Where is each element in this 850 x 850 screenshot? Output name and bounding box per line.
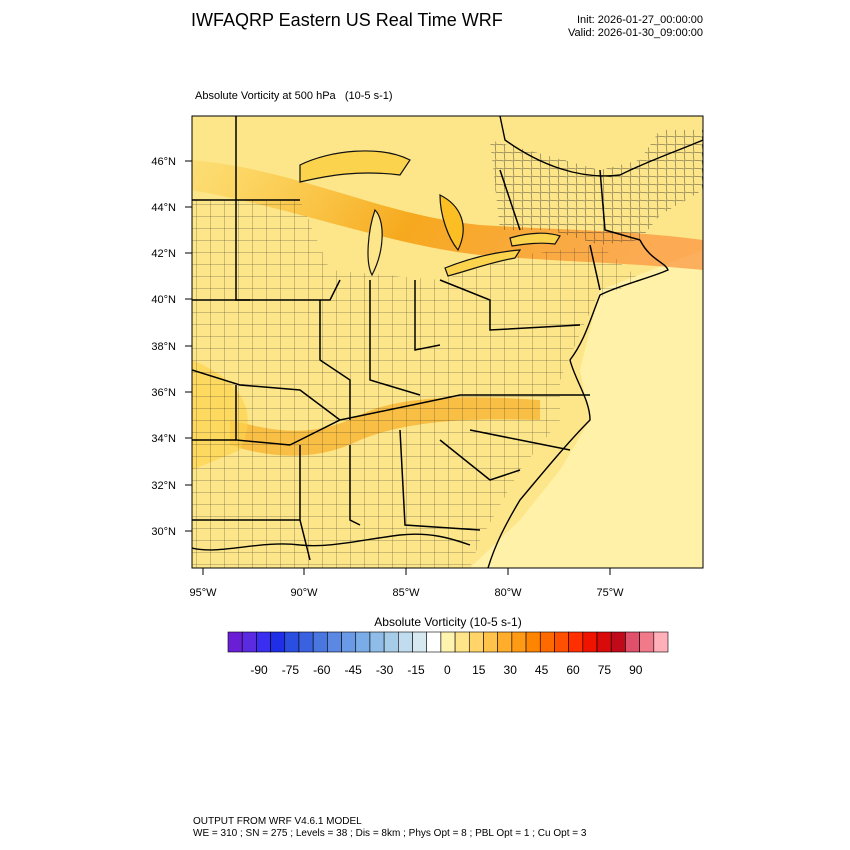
field-title: Absolute Vorticity at 500 hPa (10-5 s-1) (195, 90, 393, 102)
colorbar-swatch (539, 631, 555, 653)
lat-tick-label: 32°N (151, 480, 176, 492)
model-config: WE = 310 ; SN = 275 ; Levels = 38 ; Dis … (193, 828, 587, 839)
colorbar-tick-label: -75 (282, 663, 300, 677)
colorbar-swatch (383, 631, 399, 653)
county-mesh (192, 200, 640, 568)
colorbar-swatch (398, 631, 413, 653)
colorbar-title: Absolute Vorticity (10-5 s-1) (374, 615, 521, 629)
colorbar-tick-label: 15 (472, 663, 486, 677)
colorbar-swatch (298, 631, 314, 653)
colorbar-tick-label: 75 (598, 663, 612, 677)
colorbar-tick-label: -30 (376, 663, 394, 677)
colorbar-swatch (568, 631, 584, 653)
latitude-axis: 46°N 44°N 42°N 40°N 38°N 36°N 34°N 32°N 30°N (151, 156, 192, 538)
lat-tick-label: 40°N (151, 294, 176, 306)
state-boundaries (192, 116, 641, 561)
colorbar-swatch (596, 631, 612, 653)
colorbar-swatch (412, 631, 428, 653)
colorbar-tick-label: 45 (535, 663, 549, 677)
colorbar-swatch (327, 631, 342, 653)
colorbar-swatch (497, 631, 513, 653)
colorbar-swatch (653, 631, 669, 653)
lat-tick-label: 30°N (151, 526, 176, 538)
colorbar-swatch (511, 631, 527, 653)
lake-ontario (509, 232, 561, 247)
colorbar-swatch (227, 631, 243, 653)
colorbar-swatch (582, 631, 598, 653)
lat-tick-label: 44°N (151, 202, 176, 214)
valid-time: Valid: 2026-01-30_09:00:00 (568, 27, 703, 39)
colorbar-swatch (454, 631, 470, 653)
field-units: (10-5 s-1) (344, 90, 393, 102)
colorbar-swatch (610, 631, 626, 653)
lat-tick-label: 36°N (151, 387, 176, 399)
lon-tick-label: 95°W (189, 587, 217, 599)
colorbar-tick-label: 90 (629, 663, 643, 677)
plot-title: IWFAQRP Eastern US Real Time WRF (191, 10, 503, 30)
colorbar-swatch (468, 631, 484, 653)
field-label: Absolute Vorticity at 500 hPa (195, 90, 336, 102)
colorbar-swatch (525, 631, 541, 653)
longitude-axis: 95°W 90°W 85°W 80°W 75°W (189, 568, 624, 599)
county-mesh-northeast (490, 130, 703, 245)
lat-tick-label: 38°N (151, 341, 176, 353)
colorbar-tick-label: -45 (345, 663, 363, 677)
run-times: Init: 2026-01-27_00:00:00 Valid: 2026-01… (500, 14, 703, 40)
colorbar-swatch (284, 631, 300, 653)
model-version: OUTPUT FROM WRF V4.6.1 MODEL (193, 816, 362, 827)
colorbar-tick-label: -60 (313, 663, 331, 677)
colorbar-tick-label: 60 (566, 663, 580, 677)
lon-tick-label: 80°W (494, 587, 522, 599)
colorbar-tick-label: 30 (504, 663, 518, 677)
lon-tick-label: 85°W (392, 587, 420, 599)
colorbar-swatch (483, 631, 498, 653)
lon-tick-label: 90°W (290, 587, 318, 599)
lat-tick-label: 42°N (151, 248, 176, 260)
colorbar-swatch (625, 631, 640, 653)
lake-huron (439, 194, 464, 252)
lake-superior (299, 150, 411, 183)
lat-tick-label: 34°N (151, 433, 176, 445)
colorbar-tick-label: -15 (407, 663, 425, 677)
coastline (192, 116, 703, 568)
map-body (192, 116, 703, 568)
colorbar-swatch (241, 631, 257, 653)
colorbar: Absolute Vorticity (10-5 s-1) -90 -75 -60 -4… (227, 615, 669, 677)
colorbar-swatch (639, 631, 655, 653)
init-time: Init: 2026-01-27_00:00:00 (577, 14, 703, 26)
lat-tick-label: 46°N (151, 156, 176, 168)
colorbar-swatch (355, 631, 371, 653)
colorbar-tick-label: -90 (250, 663, 268, 677)
lon-tick-label: 75°W (596, 587, 624, 599)
colorbar-swatch (270, 631, 286, 653)
map-frame (191, 115, 704, 569)
model-info: OUTPUT FROM WRF V4.6.1 MODEL WE = 310 ; … (193, 816, 586, 840)
colorbar-swatch (440, 631, 456, 653)
colorbar-swatch (426, 631, 442, 653)
colorbar-tick-label: 0 (444, 663, 451, 677)
colorbar-swatch (369, 631, 385, 653)
colorbar-swatch (312, 631, 328, 653)
colorbar-swatch (554, 631, 569, 653)
vorticity-max-band (192, 160, 703, 270)
colorbar-swatch (256, 631, 271, 653)
ocean-field (470, 250, 703, 568)
colorbar-swatch (341, 631, 357, 653)
